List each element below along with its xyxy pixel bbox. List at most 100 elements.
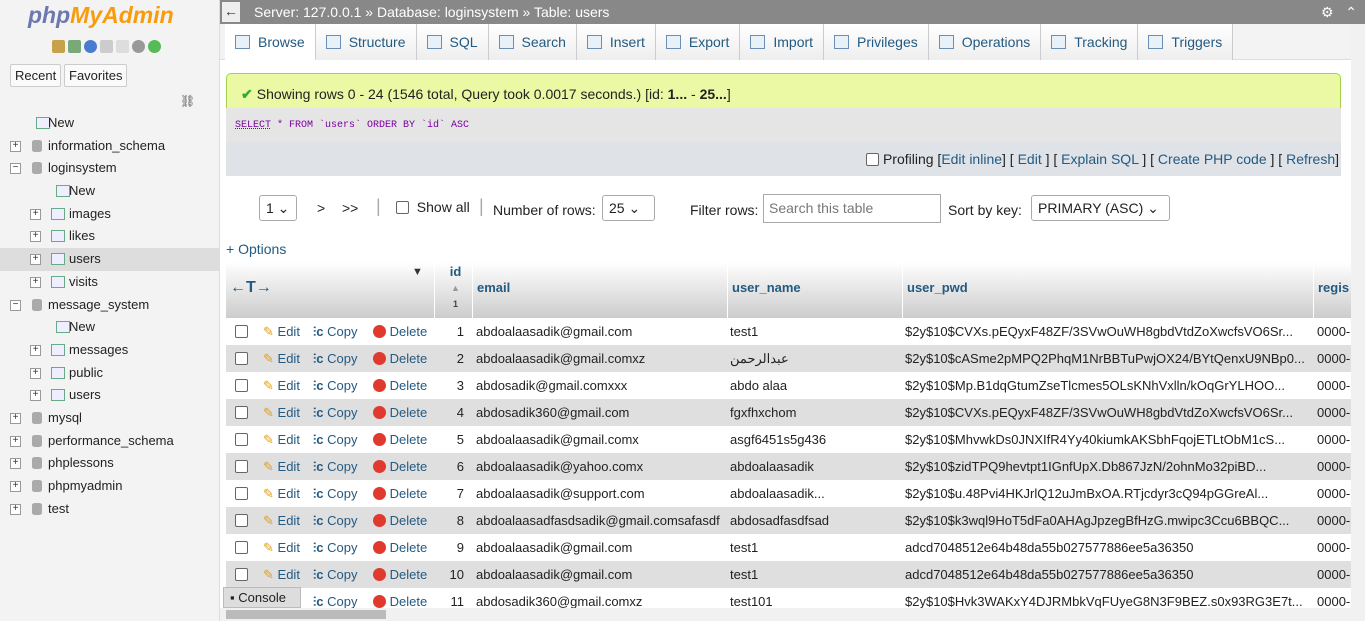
row-checkbox[interactable] <box>235 487 248 500</box>
column-header-id[interactable]: id ▲ 1 <box>434 262 472 318</box>
delete-row-button[interactable]: Delete <box>373 318 427 345</box>
row-select[interactable] <box>235 561 248 588</box>
expand-icon[interactable]: + <box>30 390 41 402</box>
rows-per-page-select[interactable]: 25 ⌄ <box>602 195 655 221</box>
page-select[interactable]: 1 ⌄ <box>259 195 297 221</box>
expand-icon[interactable]: + <box>10 412 21 424</box>
edit-row-button[interactable]: ✎ Edit <box>263 459 300 474</box>
tree-item[interactable]: − loginsystem <box>0 157 220 180</box>
expand-icon[interactable]: + <box>30 208 41 220</box>
delete-row-button[interactable]: Delete <box>373 345 427 372</box>
copy-row-button[interactable]: ⫶c Copy <box>313 540 358 555</box>
row-select[interactable] <box>235 453 248 480</box>
column-header-user-name[interactable]: user_name <box>727 262 901 318</box>
tree-item[interactable]: New <box>0 180 220 203</box>
edit-row-button[interactable]: ✎ Edit <box>263 324 300 339</box>
settings-icon[interactable] <box>132 40 145 53</box>
expand-icon[interactable]: + <box>10 140 21 152</box>
row-checkbox[interactable] <box>235 379 248 392</box>
expand-icon[interactable]: + <box>10 435 21 447</box>
tree-item[interactable]: + users <box>0 384 220 407</box>
tab-structure[interactable]: Structure <box>315 24 417 60</box>
edit-row-button[interactable]: ✎ Edit <box>263 378 300 393</box>
create-php-code-link[interactable]: Create PHP code <box>1157 151 1267 167</box>
tree-item[interactable]: + information_schema <box>0 135 220 158</box>
row-select[interactable] <box>235 426 248 453</box>
edit-row-button[interactable]: ✎ Edit <box>263 432 300 447</box>
tree-item[interactable]: + images <box>0 203 220 226</box>
tree-item[interactable]: + visits <box>0 271 220 294</box>
expand-icon[interactable]: + <box>30 367 41 379</box>
expand-icon[interactable]: + <box>10 481 21 492</box>
edit-row-button[interactable]: ✎ Edit <box>263 405 300 420</box>
tab-insert[interactable]: Insert <box>576 24 656 60</box>
tree-item[interactable]: + public <box>0 362 220 385</box>
next-page-button[interactable]: > <box>317 200 326 216</box>
refresh-link[interactable]: Refresh <box>1286 151 1336 167</box>
options-toggle[interactable]: + Options <box>226 241 287 257</box>
show-all-toggle[interactable]: Show all <box>396 199 470 215</box>
delete-row-button[interactable]: Delete <box>373 426 427 453</box>
copy-row-button[interactable]: ⫶c Copy <box>313 459 358 474</box>
tab-sql[interactable]: SQL <box>416 24 489 60</box>
tree-item[interactable]: New <box>0 316 220 339</box>
row-select[interactable] <box>235 399 248 426</box>
sql-keyword-link[interactable]: SELECT <box>235 120 272 131</box>
copy-row-button[interactable]: ⫶c Copy <box>313 486 358 501</box>
show-all-checkbox[interactable] <box>396 201 409 214</box>
copy-icon[interactable] <box>116 40 129 53</box>
tab-export[interactable]: Export <box>655 24 741 60</box>
expand-icon[interactable]: + <box>30 254 41 266</box>
column-menu-icon[interactable]: ▼ <box>412 266 423 278</box>
docs-icon[interactable] <box>100 40 113 53</box>
expand-icon[interactable]: + <box>30 231 41 243</box>
edit-row-button[interactable]: ✎ Edit <box>263 486 300 501</box>
row-checkbox[interactable] <box>235 325 248 338</box>
horizontal-scrollbar[interactable] <box>220 608 1351 621</box>
tree-item[interactable]: + mysql <box>0 407 220 430</box>
copy-row-button[interactable]: ⫶c Copy <box>313 567 358 582</box>
column-header-user-pwd[interactable]: user_pwd <box>902 262 1312 318</box>
tree-item[interactable]: − message_system <box>0 294 220 317</box>
edit-row-button[interactable]: ✎ Edit <box>263 513 300 528</box>
delete-row-button[interactable]: Delete <box>373 561 427 588</box>
copy-row-button[interactable]: ⫶c Copy <box>313 324 358 339</box>
tab-tracking[interactable]: Tracking <box>1041 24 1139 60</box>
collapse-icon[interactable]: ⌃ <box>1345 4 1357 20</box>
delete-row-button[interactable]: Delete <box>373 453 427 480</box>
last-page-button[interactable]: >> <box>342 200 359 216</box>
copy-row-button[interactable]: ⫶c Copy <box>313 594 358 608</box>
column-resize-handle-icon[interactable]: ←T→ ▼ <box>226 262 434 318</box>
vertical-scrollbar[interactable] <box>1351 24 1365 621</box>
row-select[interactable] <box>235 480 248 507</box>
tab-browse[interactable]: Browse <box>225 24 316 60</box>
tree-item[interactable]: + likes <box>0 225 220 248</box>
row-checkbox[interactable] <box>235 433 248 446</box>
filter-rows-input[interactable]: Search this table <box>763 194 941 223</box>
delete-row-button[interactable]: Delete <box>373 399 427 426</box>
phpmyadmin-logo[interactable]: phpMyAdmin <box>28 2 174 28</box>
scrollbar-thumb[interactable] <box>226 610 386 619</box>
profiling-checkbox[interactable] <box>866 153 880 166</box>
copy-row-button[interactable]: ⫶c Copy <box>313 351 358 366</box>
edit-link[interactable]: Edit <box>1017 151 1042 167</box>
row-select[interactable] <box>235 507 248 534</box>
row-checkbox[interactable] <box>235 541 248 554</box>
breadcrumb-server[interactable]: Server: 127.0.0.1 <box>254 4 362 20</box>
console-toggle[interactable]: ▪ Console <box>223 587 301 608</box>
row-checkbox[interactable] <box>235 352 248 365</box>
tree-item[interactable]: + phplessons <box>0 452 220 475</box>
delete-row-button[interactable]: Delete <box>373 534 427 561</box>
delete-row-button[interactable]: Delete <box>373 588 427 608</box>
delete-row-button[interactable]: Delete <box>373 372 427 399</box>
collapse-icon[interactable]: − <box>10 299 21 311</box>
row-select[interactable] <box>235 372 248 399</box>
home-icon[interactable] <box>52 40 65 53</box>
edit-row-button[interactable]: ✎ Edit <box>263 351 300 366</box>
logout-icon[interactable] <box>68 40 81 53</box>
expand-icon[interactable]: + <box>30 276 41 288</box>
reload-icon[interactable] <box>148 40 161 53</box>
explain-sql-link[interactable]: Explain SQL <box>1061 151 1139 167</box>
help-icon[interactable] <box>84 40 97 53</box>
column-header-regis[interactable]: regis <box>1313 262 1351 318</box>
